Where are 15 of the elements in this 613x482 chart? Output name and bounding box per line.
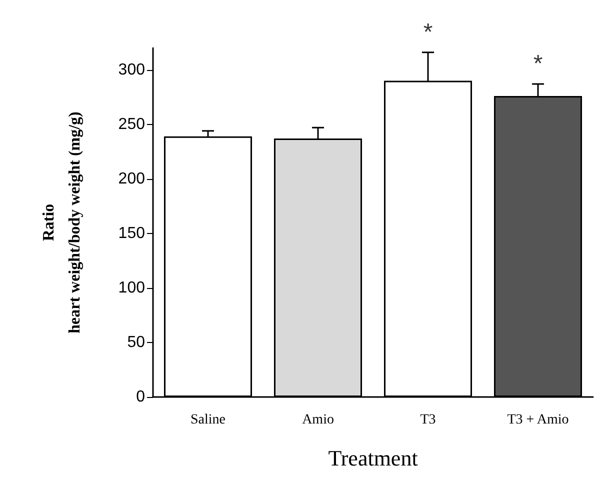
x-tick-label: Saline [190,412,226,428]
y-tick-label: 0 [136,388,146,406]
x-tick-label: T3 [420,412,436,428]
y-tick-label: 150 [118,224,146,242]
y-tick-label: 250 [118,116,146,133]
annotation: * [423,18,433,46]
y-tick-label: 100 [118,279,146,296]
y-axis-title: Ratio heart weight/body weight (mg/g) [40,112,84,334]
x-axis-title: Treatment [328,446,418,470]
x-tick-label: Amio [302,412,334,428]
y-tick-label: 50 [127,334,146,351]
y-tick-label: 300 [118,61,146,78]
x-tick-label: T3 + Amio [507,412,569,428]
y-tick-label: 200 [118,170,146,188]
annotation: * [533,50,543,78]
